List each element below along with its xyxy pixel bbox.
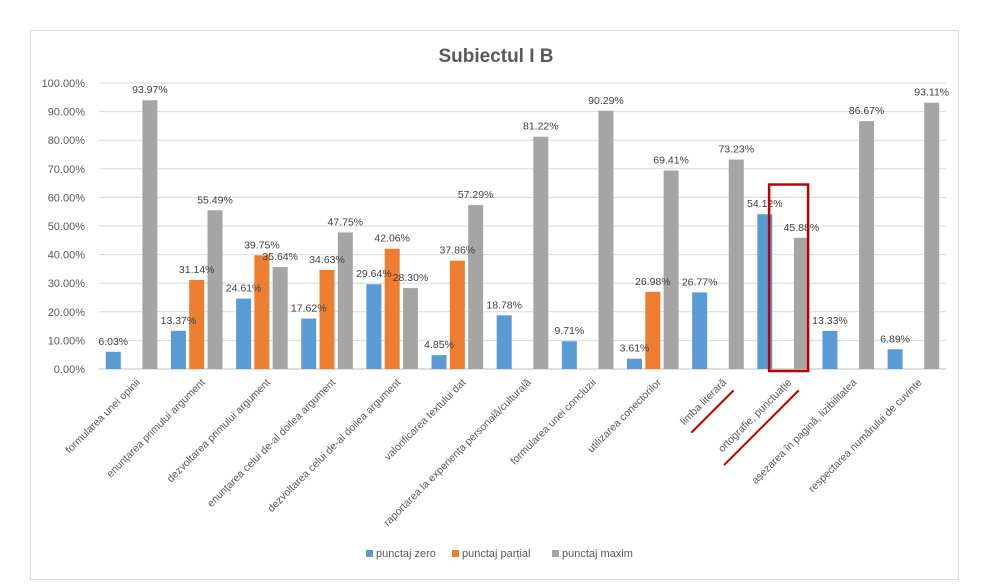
bar-zero	[366, 284, 382, 369]
data-label: 81.22%	[523, 121, 559, 133]
chart-frame: Subiectul I B 0.00% 10.00% 20.00% 30.00% 40.…	[30, 30, 959, 580]
data-label: 18.78%	[486, 299, 522, 311]
bar-partial	[384, 248, 400, 369]
bar-maxim	[468, 205, 484, 369]
bar-partial	[645, 291, 661, 369]
bar-maxim	[598, 110, 614, 369]
bar-zero	[627, 358, 643, 369]
data-label: 24.61%	[226, 283, 262, 295]
bar-zero	[170, 330, 186, 369]
data-label: 26.77%	[682, 276, 718, 288]
y-tick-label: 0.00%	[54, 364, 85, 376]
bar-maxim	[663, 170, 679, 369]
y-tick-label: 60.00%	[48, 192, 86, 204]
legend-swatch-partial	[452, 550, 459, 557]
bar-maxim	[272, 267, 288, 369]
legend-label-maxim: punctaj maxim	[562, 548, 633, 560]
bar-maxim	[337, 232, 353, 369]
legend-swatch-zero	[366, 550, 373, 557]
data-label: 45.88%	[784, 222, 820, 234]
y-tick-label: 30.00%	[48, 278, 86, 290]
bar-chart: Subiectul I B 0.00% 10.00% 20.00% 30.00% 40.…	[42, 46, 950, 560]
underline-annotation	[690, 390, 734, 434]
bar-zero	[105, 351, 121, 369]
legend-label-zero: punctaj zero	[376, 548, 436, 560]
category-label: dezvoltarea primului argument	[165, 377, 273, 485]
bar-zero	[236, 298, 252, 369]
bar-zero	[822, 330, 838, 369]
data-label: 6.89%	[880, 333, 910, 345]
data-label: 35.64%	[262, 251, 298, 263]
data-label: 6.03%	[98, 336, 128, 348]
bar-zero	[561, 341, 577, 369]
bar-partial	[319, 269, 335, 369]
chart-title: Subiectul I B	[438, 46, 553, 67]
data-label: 73.23%	[718, 144, 754, 156]
category-label: dezvoltarea celui de-al doilea argument	[265, 377, 403, 515]
data-label: 13.37%	[161, 315, 197, 327]
data-label: 42.06%	[374, 233, 410, 245]
data-label: 31.14%	[179, 264, 215, 276]
bar-maxim	[859, 121, 875, 369]
data-label: 17.62%	[291, 303, 327, 315]
y-tick-label: 90.00%	[48, 107, 86, 119]
data-label: 39.75%	[244, 239, 280, 251]
bar-zero	[496, 315, 512, 369]
category-label: așezarea în pagină, lizibilitatea	[749, 377, 859, 487]
category-label: ortografie, punctuație	[716, 377, 794, 455]
bar-partial	[254, 255, 270, 369]
bar-maxim	[533, 136, 549, 369]
data-label: 29.64%	[356, 268, 392, 280]
bar-zero	[301, 318, 317, 369]
data-label: 28.30%	[393, 272, 429, 284]
data-label: 47.75%	[328, 216, 364, 228]
bar-maxim	[924, 102, 940, 370]
legend-swatch-maxim	[552, 550, 559, 557]
bar-maxim	[142, 100, 158, 370]
bar-maxim	[793, 237, 809, 369]
data-label: 86.67%	[849, 105, 885, 117]
category-label: raportarea la experiența personală/cultu…	[382, 377, 534, 529]
y-tick-label: 10.00%	[48, 335, 86, 347]
data-label: 93.11%	[914, 87, 949, 99]
data-label: 93.97%	[132, 84, 168, 96]
y-tick-label: 80.00%	[48, 135, 86, 147]
bar-zero	[431, 355, 447, 369]
y-tick-label: 20.00%	[48, 307, 86, 319]
bar-maxim	[728, 159, 744, 369]
data-label: 9.71%	[554, 325, 584, 337]
category-label: respectarea numărului de cuvinte	[806, 377, 924, 495]
data-label: 37.86%	[440, 245, 476, 257]
data-label: 3.61%	[620, 343, 650, 355]
data-label: 69.41%	[653, 154, 689, 166]
bar-zero	[692, 292, 708, 369]
data-label: 26.98%	[635, 276, 671, 288]
bar-maxim	[402, 288, 418, 369]
y-tick-label: 70.00%	[48, 164, 86, 176]
y-tick-label: 100.00%	[42, 78, 86, 90]
data-label: 13.33%	[812, 315, 848, 327]
data-label: 54.12%	[747, 198, 783, 210]
data-label: 57.29%	[458, 189, 494, 201]
bar-partial	[449, 260, 465, 369]
y-tick-label: 50.00%	[48, 221, 86, 233]
bar-maxim	[207, 210, 223, 369]
bar-partial	[189, 279, 205, 369]
bar-zero	[887, 349, 903, 369]
legend-label-partial: punctaj parțial	[462, 548, 531, 560]
y-tick-label: 40.00%	[48, 250, 86, 262]
data-label: 55.49%	[197, 194, 233, 206]
underline-annotation	[723, 390, 800, 466]
category-label: utilizarea conectorilor	[585, 376, 664, 455]
highlight-box	[767, 183, 810, 373]
data-label: 34.63%	[309, 254, 345, 266]
data-label: 4.85%	[424, 339, 454, 351]
data-label: 90.29%	[588, 95, 624, 107]
category-label: enunțarea celui de-al doilea argument	[205, 377, 338, 510]
